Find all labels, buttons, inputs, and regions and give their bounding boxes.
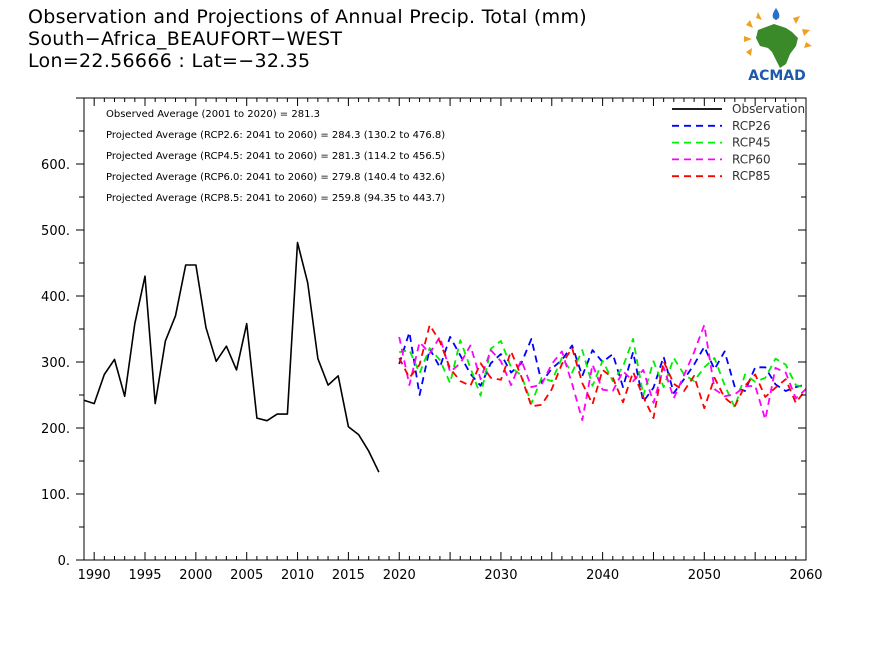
stats-block: Observed Average (2001 to 2020) = 281.3 P… <box>106 109 445 204</box>
stat-line: Observed Average (2001 to 2020) = 281.3 <box>106 109 320 120</box>
axis-layer: 0. 100. 200. 300. 400. 500. 600. 1990 1995 2000 20… <box>41 97 823 583</box>
y-tick-label: 500. <box>41 224 70 239</box>
legend-label: Observation <box>732 102 805 116</box>
station-coordinates: Lon=22.56666 : Lat=−32.35 <box>28 50 311 72</box>
series-line-rcp60 <box>398 324 807 421</box>
x-tick-label: 2040 <box>586 568 619 583</box>
x-tick-label: 2005 <box>230 568 263 583</box>
y-tick-label: 200. <box>41 422 70 437</box>
africa-continent-logo-icon: ACMAD <box>744 8 812 84</box>
legend-label: RCP26 <box>732 119 771 133</box>
x-tick-label: 2030 <box>484 568 517 583</box>
series-line-rcp85 <box>398 324 807 419</box>
x-tick-label: 1995 <box>128 568 161 583</box>
series-line-rcp26 <box>398 331 807 403</box>
y-tick-label: 300. <box>41 356 70 371</box>
legend-label: RCP45 <box>732 136 771 150</box>
stat-line: Projected Average (RCP8.5: 2041 to 2060)… <box>106 193 445 204</box>
chart-header: Observation and Projections of Annual Pr… <box>28 6 587 72</box>
x-tick-label: 2010 <box>281 568 314 583</box>
station-name: South−Africa_BEAUFORT−WEST <box>28 28 343 50</box>
series-layer <box>83 241 807 473</box>
legend-label: RCP60 <box>732 152 771 166</box>
legend: Observation RCP26 RCP45 RCP60 RCP85 <box>672 102 805 183</box>
x-tick-label: 2000 <box>179 568 212 583</box>
x-tick-label: 2015 <box>332 568 365 583</box>
stat-line: Projected Average (RCP6.0: 2041 to 2060)… <box>106 172 445 183</box>
y-tick-label: 400. <box>41 290 70 305</box>
y-tick-label: 100. <box>41 488 70 503</box>
chart-title: Observation and Projections of Annual Pr… <box>28 6 587 28</box>
stat-line: Projected Average (RCP4.5: 2041 to 2060)… <box>106 151 445 162</box>
series-line-rcp45 <box>399 338 807 409</box>
y-tick-label: 600. <box>41 158 70 173</box>
stat-line: Projected Average (RCP2.6: 2041 to 2060)… <box>106 130 445 141</box>
y-tick-label: 0. <box>58 554 70 569</box>
legend-label: RCP85 <box>732 169 771 183</box>
x-tick-label: 2050 <box>688 568 721 583</box>
logo-text: ACMAD <box>748 68 806 84</box>
x-tick-label: 2060 <box>789 568 822 583</box>
series-line-observation <box>83 241 380 473</box>
plot-frame <box>83 97 807 561</box>
x-tick-label: 1990 <box>78 568 111 583</box>
x-tick-label: 2020 <box>383 568 416 583</box>
